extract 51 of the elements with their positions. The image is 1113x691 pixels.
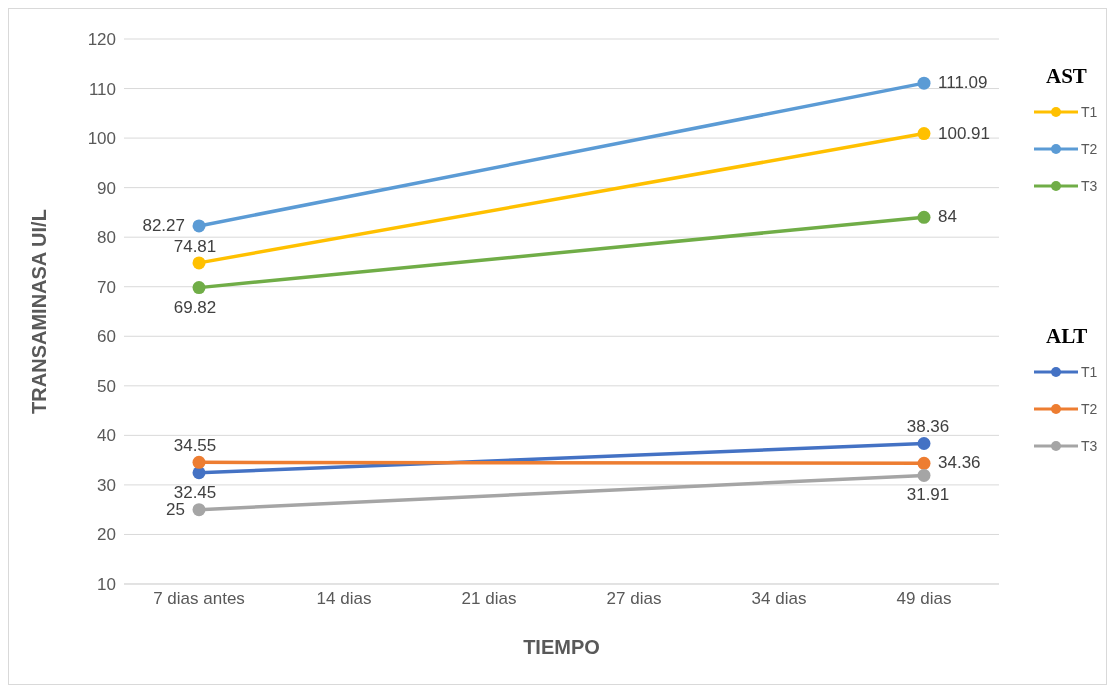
legend-label: T3 [1081,437,1098,454]
data-label: 100.91 [938,123,990,143]
y-axis-title: TRANSAMINASA UI/L [28,209,51,414]
data-label: 34.55 [173,436,217,456]
data-label: 25 [166,499,185,519]
legend-label: T1 [1081,103,1098,120]
y-tick-label: 90 [97,178,116,198]
point [192,281,206,295]
text: ALT [1046,324,1089,349]
point [192,219,206,233]
data-label: 69.82 [173,297,217,317]
y-tick-label: 40 [97,426,116,446]
x-tick-label: 14 dias [316,589,372,609]
y-tick-label: 30 [97,475,116,495]
x-axis-title: TIEMPO [523,636,600,658]
y-tick-label: 110 [88,79,116,99]
point [917,468,931,482]
y-tick-label: 60 [97,327,116,347]
legend-label: T3 [1081,177,1098,194]
x-tick-label: 49 dias [896,589,952,609]
data-label: 34.36 [938,453,981,473]
data-label: 32.45 [173,482,217,502]
y-tick-label: 120 [87,30,116,50]
point [192,455,206,469]
x-tick-label: 21 dias [461,589,517,609]
y-tick-label: 100 [87,129,116,149]
data-label: 38.36 [906,417,950,437]
data-label: 111.09 [938,73,988,93]
data-label: 82.27 [142,215,185,235]
legend-label: T2 [1081,400,1098,417]
legend-label: T2 [1081,140,1098,157]
point [917,456,931,470]
x-tick-label: 27 dias [606,589,662,609]
point [917,76,931,90]
point [192,503,206,517]
text: AST [1046,64,1088,89]
legend-label: T1 [1081,363,1098,380]
x-tick-label: 7 dias antes [153,589,245,609]
data-label: 84 [938,207,957,227]
y-tick-label: 50 [97,376,116,396]
point [917,210,931,224]
y-tick-label: 10 [97,575,116,595]
point [192,256,206,270]
y-tick-label: 80 [97,228,116,248]
x-tick-label: 34 dias [751,589,807,609]
y-tick-label: 70 [97,277,116,297]
data-label: 74.81 [173,236,217,256]
data-label: 31.91 [906,485,950,505]
y-tick-label: 20 [97,525,116,545]
point [917,127,931,141]
point [917,436,931,450]
